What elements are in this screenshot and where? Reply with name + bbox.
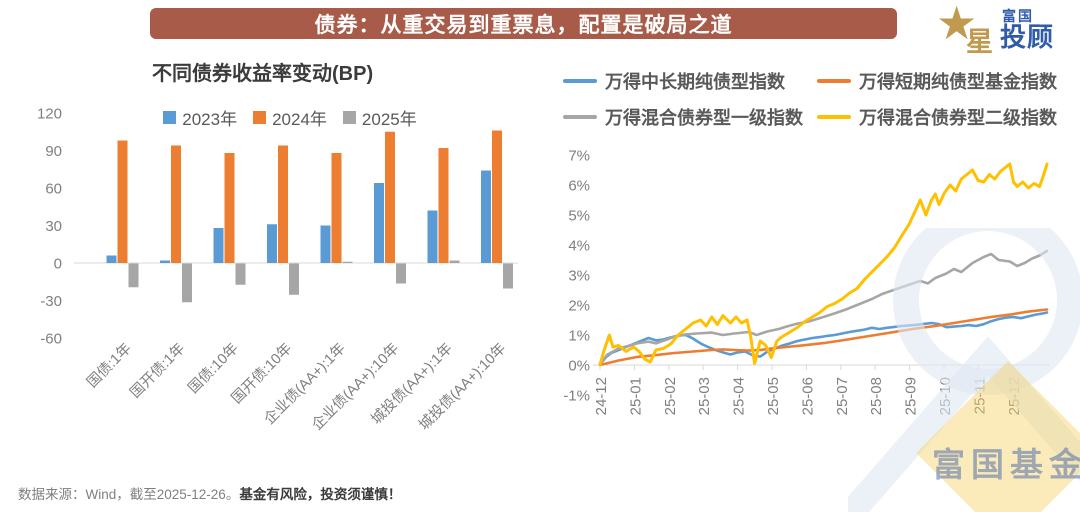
legend-item-2025: 2025年: [342, 105, 417, 130]
bar-x-category-label: 城投债(AA+):10年: [416, 340, 510, 434]
bar-2025年-国债:1年: [128, 263, 139, 288]
line-x-tick-label: 25-12: [1006, 377, 1023, 415]
line-x-tick-label: 25-03: [696, 377, 713, 415]
bar-y-tick-label: 60: [45, 181, 62, 198]
line-y-tick-label: 4%: [568, 238, 590, 255]
line-y-tick-label: 5%: [568, 208, 590, 225]
bar-y-tick-label: 0: [54, 256, 62, 273]
legend-item-mixed-tier2: 万得混合债券型二级指数: [817, 104, 1057, 130]
bar-2025年-国开债:1年: [182, 263, 192, 303]
legend-item-midlong-bond: 万得中长期纯债型指数: [563, 68, 803, 94]
bar-y-tick-label: -30: [40, 293, 62, 310]
logo-brand-bottom: 投顾: [1000, 22, 1055, 52]
legend-item-mixed-tier1: 万得混合债券型一级指数: [563, 104, 803, 130]
bar-2023年-城投债(AA+):1年: [427, 210, 438, 263]
bar-x-category-label: 国债:10年: [185, 340, 242, 397]
bar-chart-legend: 2023年 2024年 2025年: [60, 105, 520, 130]
line-x-tick-label: 25-01: [627, 377, 644, 415]
line-chart-canvas: 7% 6% 5% 4% 3% 2% 1% 0% -1% 24-12 25-01 25-02 25-03 2…: [563, 148, 1050, 415]
bar-chart-canvas: 1209060300-30-60国债:1年国开债:1年国债:10年国开债:10年…: [37, 106, 518, 434]
brand-logo: ★ 星 富国 投顾: [936, 0, 1080, 57]
risk-disclaimer-text: 基金有风险，投资须谨慎！: [239, 487, 402, 502]
bar-chart-title: 不同债券收益率变动(BP): [152, 63, 374, 85]
bar-2023年-企业债(AA+):1年: [320, 225, 331, 263]
bar-2025年-城投债(AA+):10年: [503, 263, 513, 289]
legend-item-short-bond: 万得短期纯债型基金指数: [817, 68, 1057, 94]
data-source-text: 数据来源：Wind，截至2025-12-26。: [18, 487, 240, 502]
line-x-tick-label: 25-08: [868, 377, 885, 415]
legend-item-2024: 2024年: [253, 105, 327, 130]
legend-label-2024: 2024年: [272, 110, 327, 129]
line-x-tick-label: 25-11: [971, 377, 988, 414]
bar-2024年-国开债:10年: [278, 145, 288, 263]
legend-swatch-2024: [253, 111, 267, 124]
line-chart-legend: 万得中长期纯债型指数 万得短期纯债型基金指数 万得混合债券型一级指数 万得混合债…: [540, 68, 1080, 130]
bar-x-category-label: 国开债:1年: [127, 340, 189, 402]
bar-2023年-城投债(AA+):10年: [481, 170, 491, 263]
bar-2024年-城投债(AA+):10年: [492, 130, 502, 263]
legend-line-mixed-tier1: [563, 115, 597, 119]
bar-2024年-国债:10年: [224, 153, 235, 263]
bar-2023年-国开债:1年: [160, 260, 170, 263]
star-icon: ★: [936, 0, 978, 49]
line-y-tick-label: 0%: [568, 358, 590, 375]
logo-star-char: 星: [966, 27, 993, 57]
bar-2025年-国开债:10年: [289, 263, 299, 295]
legend-label-mixed-tier2: 万得混合债券型二级指数: [859, 108, 1057, 128]
bar-2025年-企业债(AA+):1年: [342, 261, 353, 263]
legend-line-mixed-tier2: [817, 115, 851, 119]
line-x-tick-label: 25-02: [662, 377, 679, 415]
bar-x-category-label: 国债:1年: [83, 340, 134, 391]
bar-2025年-国债:10年: [235, 263, 246, 285]
legend-label-mixed-tier1: 万得混合债券型一级指数: [605, 108, 803, 128]
logo-brand-top: 富国: [1002, 8, 1034, 24]
footer-note: 数据来源：Wind，截至2025-12-26。基金有风险，投资须谨慎！: [18, 483, 401, 503]
line-x-tick-label: 25-10: [937, 377, 954, 415]
bar-y-tick-label: -60: [40, 331, 62, 348]
bar-2023年-国债:1年: [106, 255, 117, 263]
line-y-tick-label: 3%: [568, 268, 590, 285]
bar-2024年-企业债(AA+):10年: [385, 131, 395, 263]
legend-swatch-2025: [342, 111, 356, 124]
bar-y-tick-label: 30: [45, 218, 62, 235]
line-x-tick-label: 25-05: [765, 377, 782, 415]
legend-label-short-bond: 万得短期纯债型基金指数: [859, 72, 1057, 92]
legend-item-2023: 2023年: [163, 105, 237, 130]
page-title: 债券：从重交易到重票息，配置是破局之道: [314, 13, 733, 37]
bar-2024年-企业债(AA+):1年: [331, 153, 342, 263]
series-line-万得混合债券型二级指数: [598, 162, 1049, 367]
line-y-tick-label: 6%: [568, 178, 590, 195]
line-x-tick-label: 24-12: [593, 377, 610, 415]
line-x-tick-label: 25-04: [731, 377, 748, 415]
bar-2023年-企业债(AA+):10年: [374, 183, 384, 263]
legend-label-2025: 2025年: [361, 110, 417, 129]
bar-2024年-国债:1年: [117, 140, 128, 263]
bar-2024年-国开债:1年: [171, 145, 181, 263]
line-y-tick-label: -1%: [563, 388, 590, 405]
legend-line-midlong-bond: [563, 79, 597, 83]
legend-swatch-2023: [163, 111, 177, 124]
line-x-tick-label: 25-07: [834, 377, 851, 415]
line-x-tick-label: 25-06: [799, 377, 816, 415]
line-y-tick-label: 1%: [568, 328, 590, 345]
bar-2024年-城投债(AA+):1年: [438, 148, 449, 263]
legend-line-short-bond: [817, 79, 851, 83]
legend-label-2023: 2023年: [182, 110, 238, 129]
line-y-tick-label: 2%: [568, 298, 590, 315]
line-x-tick-label: 25-09: [903, 377, 920, 415]
title-banner: 债券：从重交易到重票息，配置是破局之道: [150, 8, 897, 39]
line-y-tick-label: 7%: [568, 148, 590, 165]
bar-2023年-国开债:10年: [267, 224, 277, 263]
bar-y-tick-label: 90: [45, 143, 62, 160]
bar-2023年-国债:10年: [213, 228, 224, 263]
legend-label-midlong-bond: 万得中长期纯债型指数: [605, 72, 785, 92]
bar-2025年-城投债(AA+):1年: [449, 260, 460, 263]
bar-y-tick-label: 120: [37, 106, 62, 123]
bar-2025年-企业债(AA+):10年: [396, 263, 406, 284]
